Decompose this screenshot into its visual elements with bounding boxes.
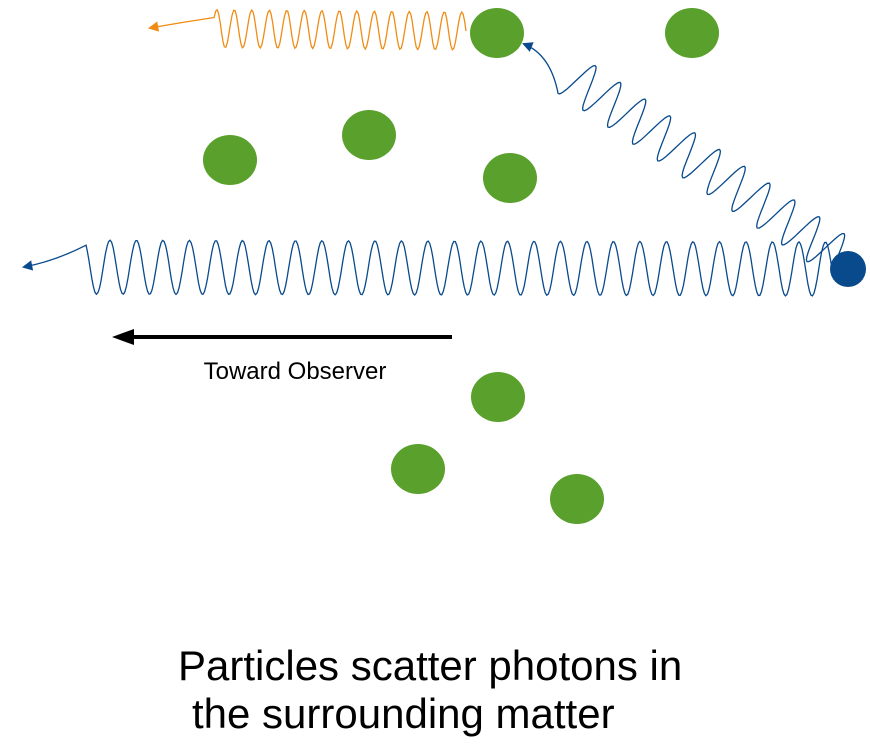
source-particle <box>830 251 866 287</box>
photon-scattered-wave <box>522 42 846 263</box>
observer-arrowhead <box>112 329 134 345</box>
particle-top-right <box>665 8 719 58</box>
particle-upper-right <box>483 153 537 203</box>
observer-label: Toward Observer <box>203 358 387 385</box>
particle-upper-left <box>203 135 257 185</box>
particle-upper-center <box>342 110 396 160</box>
photon-direct-wave <box>21 239 833 297</box>
particle-top-middle <box>470 8 524 58</box>
caption-line-2: the surrounding matter <box>192 690 615 737</box>
photon-reemitted-wave <box>147 8 467 51</box>
caption: Particles scatter photons in the surroun… <box>150 642 790 738</box>
caption-line-1: Particles scatter photons in <box>178 642 683 689</box>
particle-lower-right <box>550 474 604 524</box>
scattering-particles <box>203 8 719 524</box>
particle-lower-left <box>391 444 445 494</box>
particle-lower-top <box>471 372 525 422</box>
